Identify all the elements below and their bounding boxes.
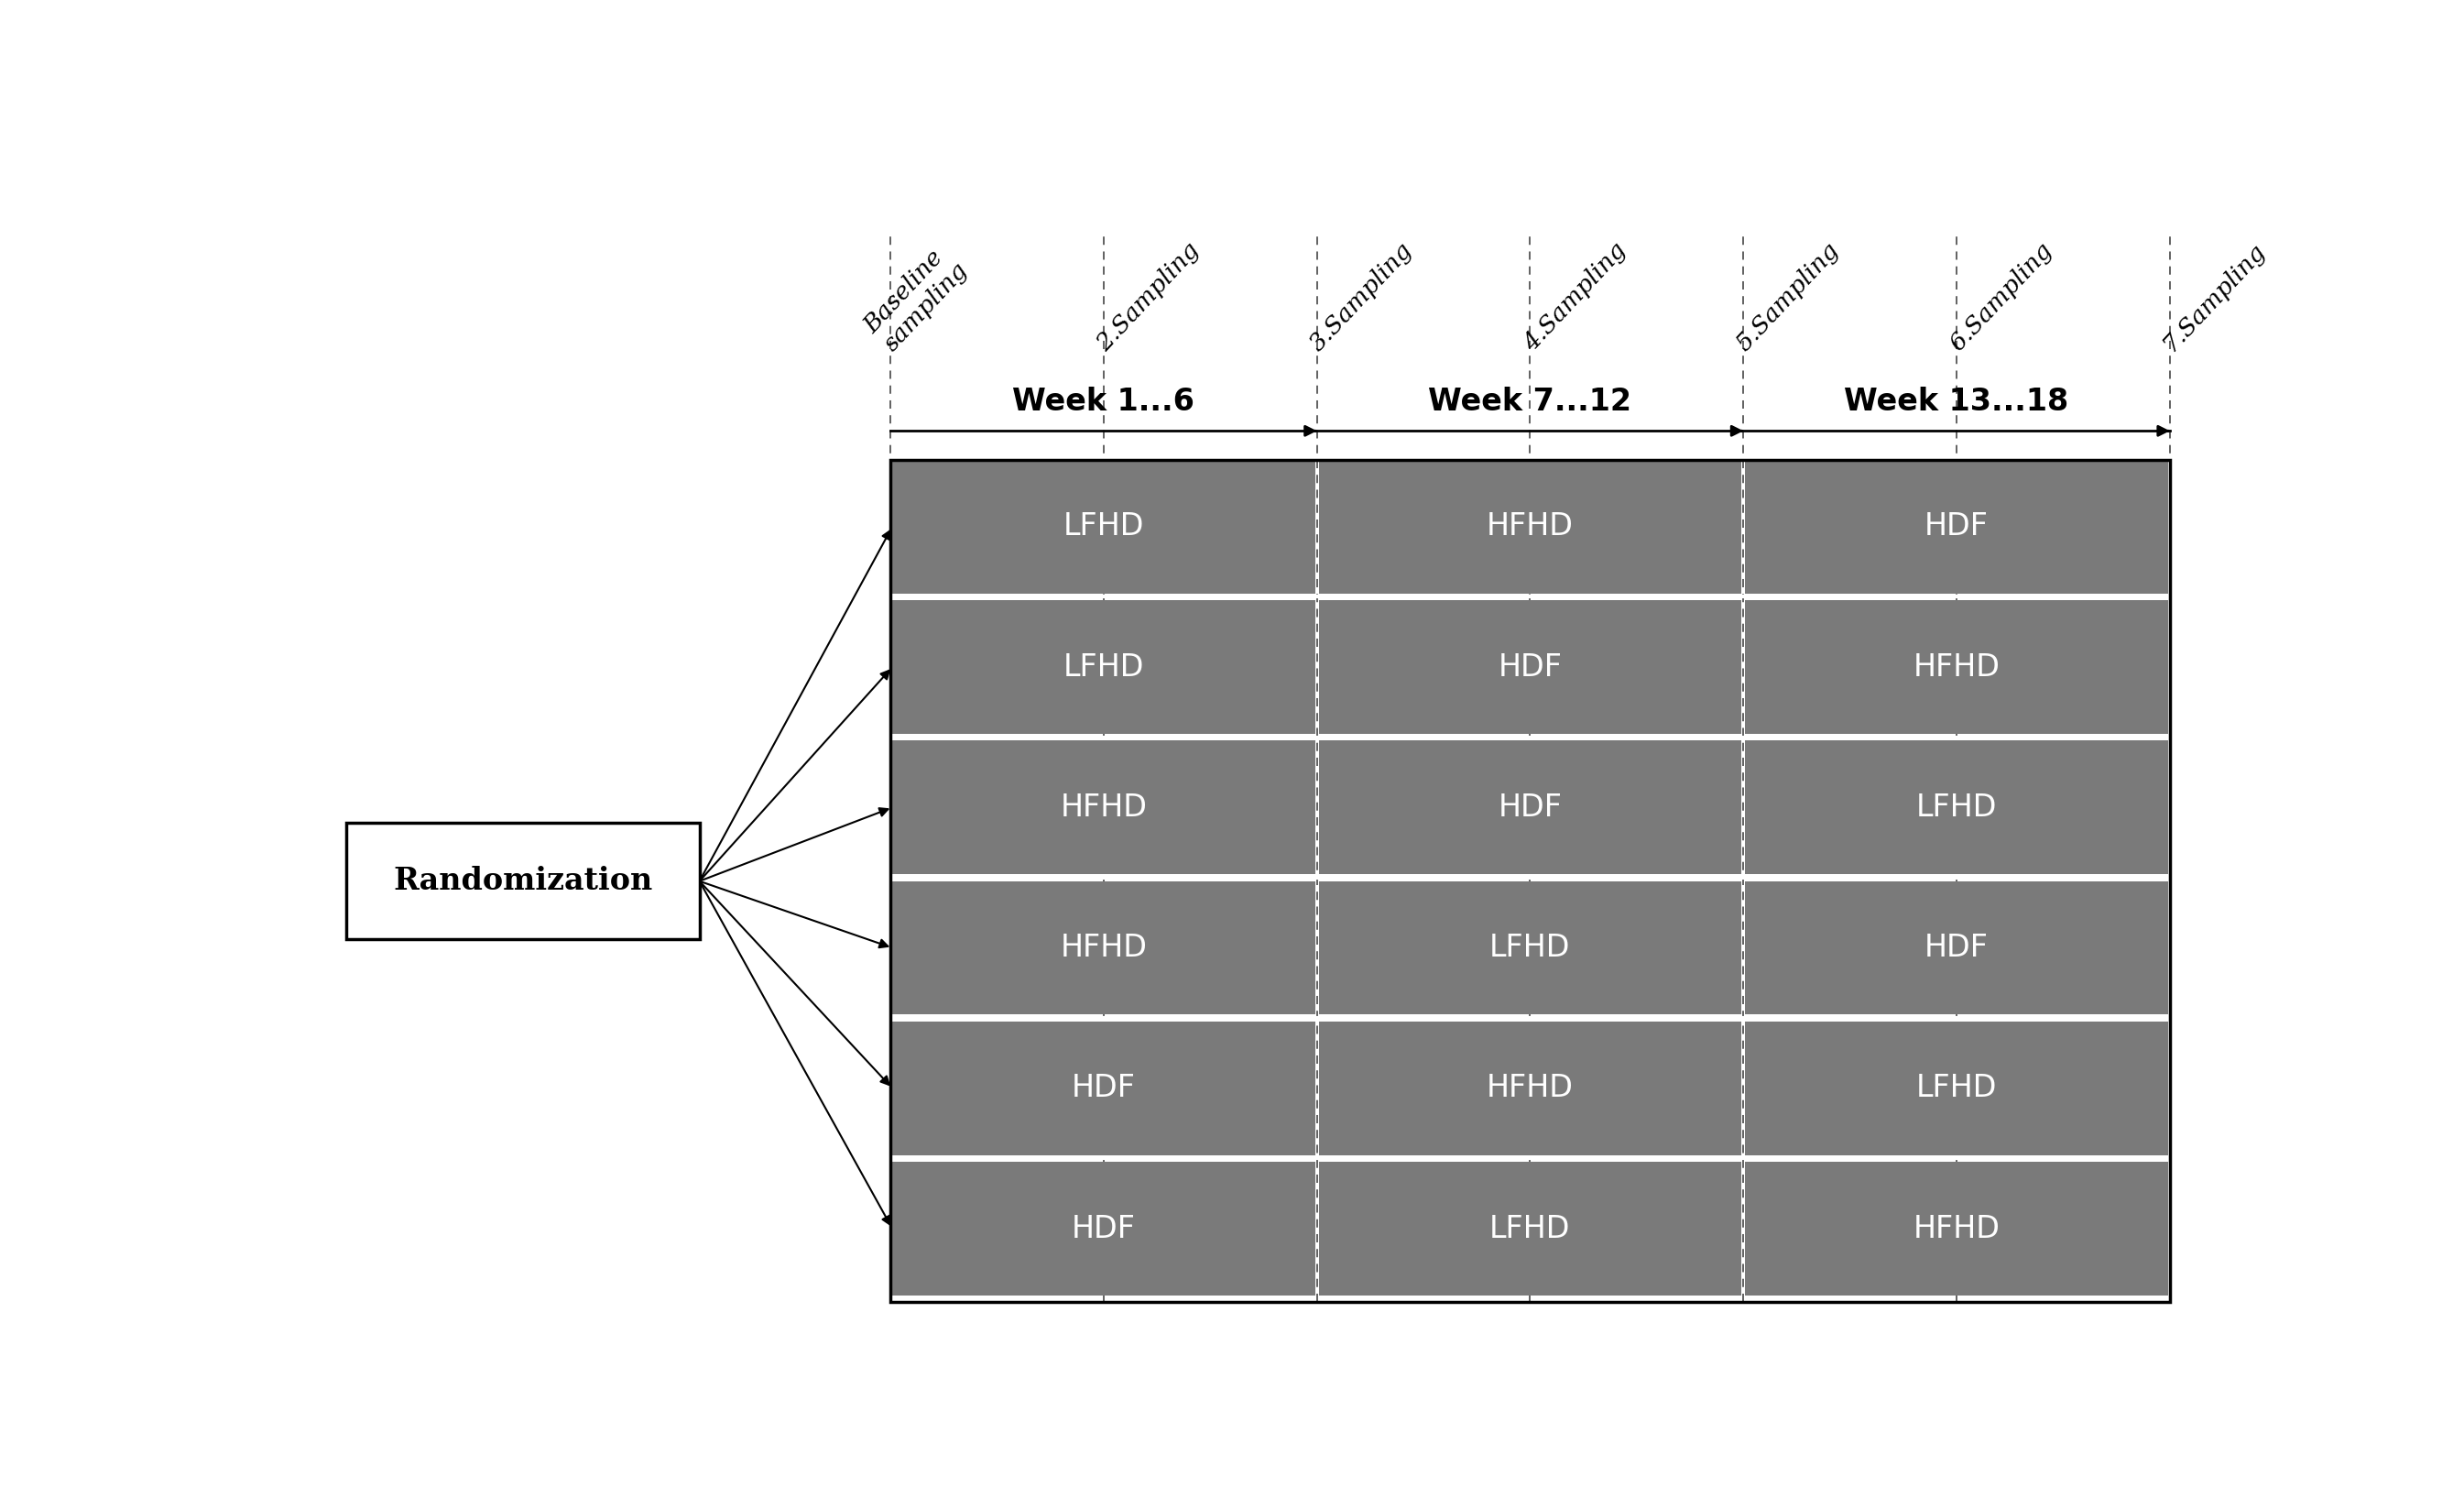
Text: LFHD: LFHD (1917, 792, 1998, 822)
Bar (1745, 881, 2168, 1014)
Text: Week 1...6: Week 1...6 (1013, 386, 1195, 416)
Text: 6.Sampling: 6.Sampling (1947, 238, 2057, 355)
Text: LFHD: LFHD (1491, 933, 1570, 963)
Bar (892, 460, 1316, 593)
Text: Baseline
sampling: Baseline sampling (860, 240, 973, 355)
Text: HDF: HDF (1072, 1213, 1136, 1243)
Bar (1745, 601, 2168, 733)
Text: 7.Sampling: 7.Sampling (2158, 238, 2269, 355)
Bar (1318, 1162, 1742, 1295)
Bar (1318, 1022, 1742, 1154)
Bar (892, 881, 1316, 1014)
Bar (892, 741, 1316, 874)
Text: HFHD: HFHD (1486, 512, 1574, 542)
Text: HDF: HDF (1072, 1073, 1136, 1103)
Text: HFHD: HFHD (1060, 933, 1148, 963)
Text: Week 13...18: Week 13...18 (1843, 386, 2070, 416)
Text: HFHD: HFHD (1912, 1213, 2001, 1243)
Text: 4.Sampling: 4.Sampling (1520, 238, 1631, 355)
Bar (1318, 601, 1742, 733)
Text: 3.Sampling: 3.Sampling (1306, 238, 1417, 355)
Text: LFHD: LFHD (1062, 512, 1143, 542)
Text: HDF: HDF (1924, 933, 1988, 963)
Bar (1745, 741, 2168, 874)
Bar (1745, 1162, 2168, 1295)
Bar (892, 1022, 1316, 1154)
Bar (892, 1162, 1316, 1295)
Bar (345, 822, 700, 939)
Bar (1745, 1022, 2168, 1154)
Text: LFHD: LFHD (1062, 652, 1143, 682)
Text: Randomization: Randomization (394, 866, 653, 896)
Bar (1745, 460, 2168, 593)
Text: HFHD: HFHD (1486, 1073, 1574, 1103)
Text: LFHD: LFHD (1491, 1213, 1570, 1243)
Text: HDF: HDF (1498, 652, 1562, 682)
Bar (892, 601, 1316, 733)
Bar (1318, 881, 1742, 1014)
Text: HDF: HDF (1924, 512, 1988, 542)
Text: Week 7...12: Week 7...12 (1429, 386, 1631, 416)
Text: 2.Sampling: 2.Sampling (1092, 238, 1205, 355)
Text: HFHD: HFHD (1912, 652, 2001, 682)
Text: 5.Sampling: 5.Sampling (1732, 238, 1843, 355)
Text: HDF: HDF (1498, 792, 1562, 822)
Text: HFHD: HFHD (1060, 792, 1148, 822)
Text: LFHD: LFHD (1917, 1073, 1998, 1103)
Bar (1318, 741, 1742, 874)
Bar (890, 460, 2171, 1302)
Bar (1318, 460, 1742, 593)
